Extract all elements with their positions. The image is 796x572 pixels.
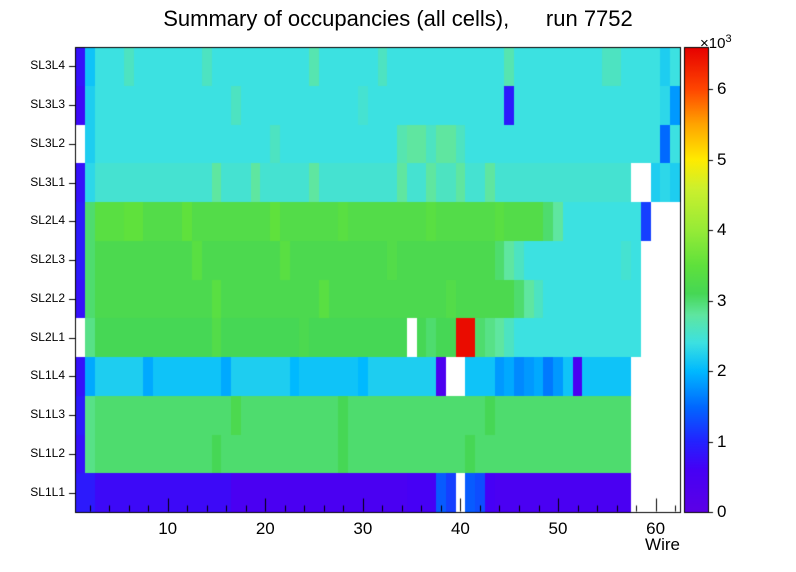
y-axis-label: SL2L3 xyxy=(30,252,65,267)
y-axis-label: SL2L2 xyxy=(30,290,65,305)
y-axis-label: SL1L2 xyxy=(30,445,65,460)
x-tick-label: 60 xyxy=(646,519,666,538)
colorbar-tick-label: 1 xyxy=(717,431,727,451)
colorbar-multiplier-exponent: 3 xyxy=(725,33,732,45)
x-axis-title: Wire xyxy=(645,535,680,554)
x-tick-label: 20 xyxy=(255,519,275,538)
y-axis-label: SL2L4 xyxy=(30,213,65,228)
y-axis-label: SL3L3 xyxy=(30,97,65,112)
colorbar-tick-label: 4 xyxy=(717,220,727,240)
colorbar-tick-label: 6 xyxy=(717,79,727,99)
y-axis-label: SL3L1 xyxy=(30,174,65,189)
x-tick-label: 10 xyxy=(158,519,178,538)
y-axis-label: SL1L1 xyxy=(30,484,65,499)
chart-title: Summary of occupancies (all cells), run … xyxy=(163,6,633,31)
colorbar-tick-label: 3 xyxy=(717,290,727,310)
y-axis-label: SL1L3 xyxy=(30,407,65,422)
colorbar-multiplier: ×103 xyxy=(700,33,732,52)
y-axis-label: SL3L2 xyxy=(30,135,65,150)
x-tick-label: 40 xyxy=(450,519,470,538)
y-axis-label: SL1L4 xyxy=(30,368,65,383)
x-tick-label: 30 xyxy=(353,519,373,538)
y-axis-label: SL2L1 xyxy=(30,329,65,344)
colorbar-tick-label: 2 xyxy=(717,361,727,381)
colorbar-tick-label: 5 xyxy=(717,149,727,169)
colorbar-multiplier-base: ×10 xyxy=(700,35,726,52)
y-axis-label: SL3L4 xyxy=(30,58,65,73)
colorbar-tick-label: 0 xyxy=(717,502,727,521)
x-tick-label: 50 xyxy=(548,519,568,538)
